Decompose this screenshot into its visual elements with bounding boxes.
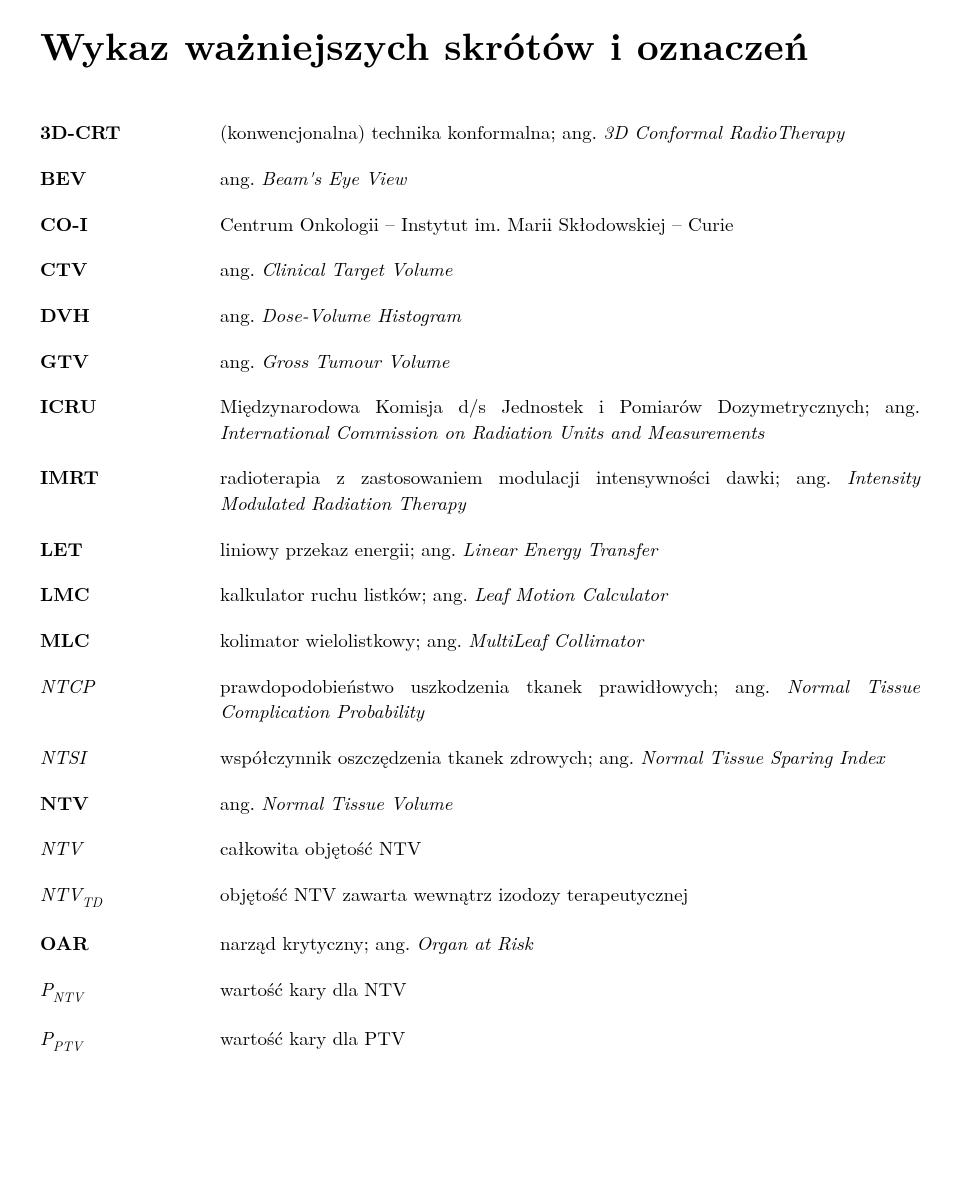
abbr-entry: LETliniowy przekaz energii; ang. Linear … [40,536,920,562]
abbr-definition: współczynnik oszczędzenia tkanek zdrowyc… [220,744,920,770]
abbr-term: DVH [40,302,220,328]
abbr-entry: PPTVwartość kary dla PTV [40,1025,920,1054]
abbr-definition: ang. Gross Tumour Volume [220,348,920,374]
abbr-definition: Międzynarodowa Komisja d/s Jednostek i P… [220,393,920,444]
abbr-entry: NTVang. Normal Tissue Volume [40,790,920,816]
abbr-entry: ICRUMiędzynarodowa Komisja d/s Jednostek… [40,393,920,444]
abbr-entry: CO-ICentrum Onkologii – Instytut im. Mar… [40,211,920,237]
abbr-definition: wartość kary dla NTV [220,976,920,1002]
abbr-definition: ang. Normal Tissue Volume [220,790,920,816]
abbr-entry: CTVang. Clinical Target Volume [40,256,920,282]
abbr-definition: kalkulator ruchu listków; ang. Leaf Moti… [220,581,920,607]
abbr-definition: Centrum Onkologii – Instytut im. Marii S… [220,211,920,237]
abbr-entry: PNTVwartość kary dla NTV [40,976,920,1005]
abbr-entry: GTVang. Gross Tumour Volume [40,348,920,374]
abbreviations-list: 3D-CRT(konwencjonalna) technika konforma… [40,119,920,1054]
abbr-term: NTVTD [40,881,220,910]
abbr-entry: MLCkolimator wielolistkowy; ang. MultiLe… [40,627,920,653]
abbr-entry: NTSIwspółczynnik oszczędzenia tkanek zdr… [40,744,920,770]
abbr-term: PNTV [40,976,220,1005]
abbr-definition: wartość kary dla PTV [220,1025,920,1051]
abbr-term: CO-I [40,211,220,237]
abbr-entry: IMRTradioterapia z zastosowaniem modulac… [40,464,920,515]
abbr-definition: narząd krytyczny; ang. Organ at Risk [220,930,920,956]
abbr-term: LET [40,536,220,562]
abbr-term: NTCP [40,673,220,699]
abbr-definition: ang. Clinical Target Volume [220,256,920,282]
abbr-term: BEV [40,165,220,191]
abbr-definition: całkowita objętość NTV [220,835,920,861]
abbr-entry: NTVcałkowita objętość NTV [40,835,920,861]
abbr-term: NTSI [40,744,220,770]
abbr-term: MLC [40,627,220,653]
abbr-definition: radioterapia z zastosowaniem modulacji i… [220,464,920,515]
abbr-entry: NTVTDobjętość NTV zawarta wewnątrz izodo… [40,881,920,910]
abbr-term: IMRT [40,464,220,490]
abbr-term: CTV [40,256,220,282]
abbr-definition: objętość NTV zawarta wewnątrz izodozy te… [220,881,920,907]
abbr-entry: OARnarząd krytyczny; ang. Organ at Risk [40,930,920,956]
abbr-term: 3D-CRT [40,119,220,145]
abbr-term: PPTV [40,1025,220,1054]
abbr-entry: DVHang. Dose-Volume Histogram [40,302,920,328]
abbr-definition: (konwencjonalna) technika konformalna; a… [220,119,920,145]
abbr-term: LMC [40,581,220,607]
abbr-definition: prawdopodobieństwo uszkodzenia tkanek pr… [220,673,920,724]
abbr-entry: 3D-CRT(konwencjonalna) technika konforma… [40,119,920,145]
abbr-term: NTV [40,835,220,861]
abbr-definition: kolimator wielolistkowy; ang. MultiLeaf … [220,627,920,653]
abbr-entry: LMCkalkulator ruchu listków; ang. Leaf M… [40,581,920,607]
abbr-term: ICRU [40,393,220,419]
page-title: Wykaz ważniejszych skrótów i oznaczeń [40,20,920,71]
abbr-definition: liniowy przekaz energii; ang. Linear Ene… [220,536,920,562]
abbr-entry: NTCPprawdopodobieństwo uszkodzenia tkane… [40,673,920,724]
abbr-definition: ang. Beam's Eye View [220,165,920,191]
abbr-term: OAR [40,930,220,956]
abbr-term: GTV [40,348,220,374]
abbr-definition: ang. Dose-Volume Histogram [220,302,920,328]
abbr-entry: BEVang. Beam's Eye View [40,165,920,191]
abbr-term: NTV [40,790,220,816]
